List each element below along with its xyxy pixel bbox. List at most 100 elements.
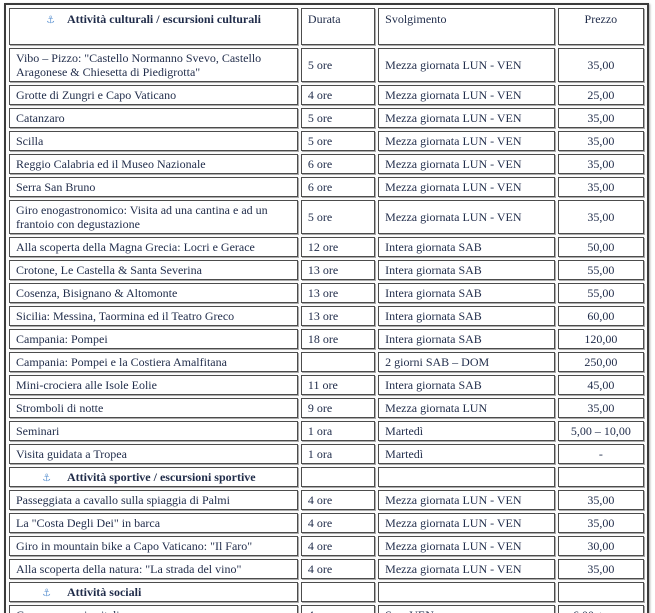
table-row: Seminari 1 ora Martedì 5,00 – 10,00 <box>9 421 644 441</box>
schedule-cell: Martedì <box>378 421 555 441</box>
price-cell: 5,00 – 10,00 <box>557 421 644 441</box>
duration-cell: 12 ore <box>300 237 376 257</box>
price-cell: 60,00 <box>557 306 644 326</box>
duration-cell <box>300 582 376 602</box>
duration-cell: 9 ore <box>300 398 376 418</box>
section-bullet-icon: ⚓ <box>42 473 51 484</box>
duration-cell: 5 ore <box>300 48 376 82</box>
table-row: Stromboli di notte 9 ore Mezza giornata … <box>9 398 644 418</box>
table-row: Catanzaro 5 ore Mezza giornata LUN - VEN… <box>9 108 644 128</box>
activity-cell: Campania: Pompei <box>9 329 298 349</box>
duration-cell: 5 ore <box>300 131 376 151</box>
section-bullet-icon: ⚓ <box>45 15 55 26</box>
schedule-cell: Intera giornata SAB <box>378 306 555 326</box>
schedule-cell <box>378 582 555 602</box>
duration-cell: 5 ore <box>300 108 376 128</box>
price-cell: 250,00 <box>557 352 644 372</box>
price-cell: 45,00 <box>557 375 644 395</box>
activity-cell: Giro in mountain bike a Capo Vaticano: "… <box>9 536 298 556</box>
price-cell: 25,00 <box>557 85 644 105</box>
price-cell: - <box>557 444 644 464</box>
activity-cell: Seminari <box>9 421 298 441</box>
table-row: Campania: Pompei 18 ore Intera giornata … <box>9 329 644 349</box>
activity-cell: Catanzaro <box>9 108 298 128</box>
price-cell: 35,00 <box>557 48 644 82</box>
schedule-cell: Mezza giornata LUN - VEN <box>378 85 555 105</box>
price-cell: 55,00 <box>557 260 644 280</box>
price-cell <box>557 467 644 487</box>
section-row-sociali: ⚓ Attività sociali <box>9 582 644 602</box>
duration-cell: 18 ore <box>300 329 376 349</box>
schedule-cell: 2 giorni SAB – DOM <box>378 352 555 372</box>
schedule-cell: Mezza giornata LUN - VEN <box>378 48 555 82</box>
schedule-cell: Mezza giornata LUN - VEN <box>378 177 555 197</box>
section-title: Attività sportive / escursioni sportive <box>66 470 256 484</box>
schedule-cell: Intera giornata SAB <box>378 237 555 257</box>
schedule-cell: Mezza giornata LUN - VEN <box>378 490 555 510</box>
activity-cell: Campania: Pompei e la Costiera Amalfitan… <box>9 352 298 372</box>
table-row: Reggio Calabria ed il Museo Nazionale 6 … <box>9 154 644 174</box>
activity-cell: Mini-crociera alle Isole Eolie <box>9 375 298 395</box>
activity-cell: Visita guidata a Tropea <box>9 444 298 464</box>
section-title: Attività sociali <box>66 585 142 599</box>
price-cell: 35,00 <box>557 108 644 128</box>
schedule-cell: Mezza giornata LUN - VEN <box>378 131 555 151</box>
activity-cell: Scilla <box>9 131 298 151</box>
duration-cell: 4 ore <box>300 536 376 556</box>
activity-cell: Cosenza, Bisignano & Altomonte <box>9 283 298 303</box>
column-header-durata: Durata <box>300 8 376 45</box>
price-cell: 35,00 <box>557 154 644 174</box>
activity-cell: La "Costa Degli Dei" in barca <box>9 513 298 533</box>
section-row-sportive: ⚓ Attività sportive / escursioni sportive <box>9 467 644 487</box>
duration-cell: 6 ore <box>300 154 376 174</box>
table-row: Cena con musica italiana 4 ore Sera VEN … <box>9 605 644 613</box>
price-cell: 35,00 <box>557 559 644 579</box>
price-cell: 6,00 + cena <box>557 605 644 613</box>
table-row: Campania: Pompei e la Costiera Amalfitan… <box>9 352 644 372</box>
schedule-cell: Mezza giornata LUN - VEN <box>378 154 555 174</box>
schedule-cell <box>378 467 555 487</box>
activity-cell: Giro enogastronomico: Visita ad una cant… <box>9 200 298 234</box>
schedule-cell: Intera giornata SAB <box>378 260 555 280</box>
activity-cell: Grotte di Zungri e Capo Vaticano <box>9 85 298 105</box>
table-row: Cosenza, Bisignano & Altomonte 13 ore In… <box>9 283 644 303</box>
schedule-cell: Mezza giornata LUN <box>378 398 555 418</box>
activity-cell: Alla scoperta della natura: "La strada d… <box>9 559 298 579</box>
price-cell: 50,00 <box>557 237 644 257</box>
activity-cell: Passeggiata a cavallo sulla spiaggia di … <box>9 490 298 510</box>
schedule-cell: Mezza giornata LUN - VEN <box>378 559 555 579</box>
schedule-cell: Mezza giornata LUN - VEN <box>378 200 555 234</box>
table-row: Scilla 5 ore Mezza giornata LUN - VEN 35… <box>9 131 644 151</box>
duration-cell: 1 ora <box>300 421 376 441</box>
table-row: Sicilia: Messina, Taormina ed il Teatro … <box>9 306 644 326</box>
duration-cell: 4 ore <box>300 605 376 613</box>
schedule-cell: Martedì <box>378 444 555 464</box>
price-cell: 35,00 <box>557 177 644 197</box>
column-header-activity: ⚓ Attività culturali / escursioni cultura… <box>9 8 298 45</box>
activities-table: ⚓ Attività culturali / escursioni cultura… <box>4 3 649 613</box>
price-cell: 35,00 <box>557 200 644 234</box>
price-cell: 35,00 <box>557 131 644 151</box>
table-row: Vibo – Pizzo: "Castello Normanno Svevo, … <box>9 48 644 82</box>
duration-cell: 4 ore <box>300 559 376 579</box>
price-cell: 35,00 <box>557 513 644 533</box>
table-row: Giro enogastronomico: Visita ad una cant… <box>9 200 644 234</box>
schedule-cell: Intera giornata SAB <box>378 375 555 395</box>
table-row: Visita guidata a Tropea 1 ora Martedì - <box>9 444 644 464</box>
activity-cell: Stromboli di notte <box>9 398 298 418</box>
price-cell: 35,00 <box>557 398 644 418</box>
duration-cell: 13 ore <box>300 260 376 280</box>
activity-cell: Sicilia: Messina, Taormina ed il Teatro … <box>9 306 298 326</box>
duration-cell: 6 ore <box>300 177 376 197</box>
duration-cell: 13 ore <box>300 283 376 303</box>
section-header-cell: ⚓ Attività sociali <box>9 582 298 602</box>
activity-cell: Serra San Bruno <box>9 177 298 197</box>
table-row: Passeggiata a cavallo sulla spiaggia di … <box>9 490 644 510</box>
price-cell: 30,00 <box>557 536 644 556</box>
table-row: Giro in mountain bike a Capo Vaticano: "… <box>9 536 644 556</box>
schedule-cell: Sera VEN <box>378 605 555 613</box>
activity-cell: Reggio Calabria ed il Museo Nazionale <box>9 154 298 174</box>
table-header-row: ⚓ Attività culturali / escursioni cultura… <box>9 8 644 45</box>
column-header-activity-label: Attività culturali / escursioni cultural… <box>66 12 261 26</box>
table-row: Grotte di Zungri e Capo Vaticano 4 ore M… <box>9 85 644 105</box>
